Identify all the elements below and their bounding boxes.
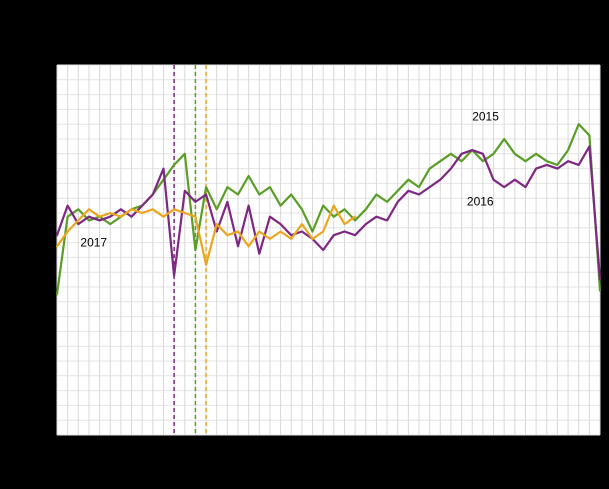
annotation-2016: 2016 — [467, 195, 494, 209]
annotation-2017: 2017 — [80, 235, 107, 249]
series-lines — [55, 123, 602, 296]
series-annotations: 2015 2016 2017 — [80, 110, 499, 250]
annotation-2015: 2015 — [472, 110, 499, 124]
plot-area — [57, 65, 600, 435]
series-line-2016 — [55, 145, 602, 281]
series-line-2017 — [55, 204, 357, 266]
